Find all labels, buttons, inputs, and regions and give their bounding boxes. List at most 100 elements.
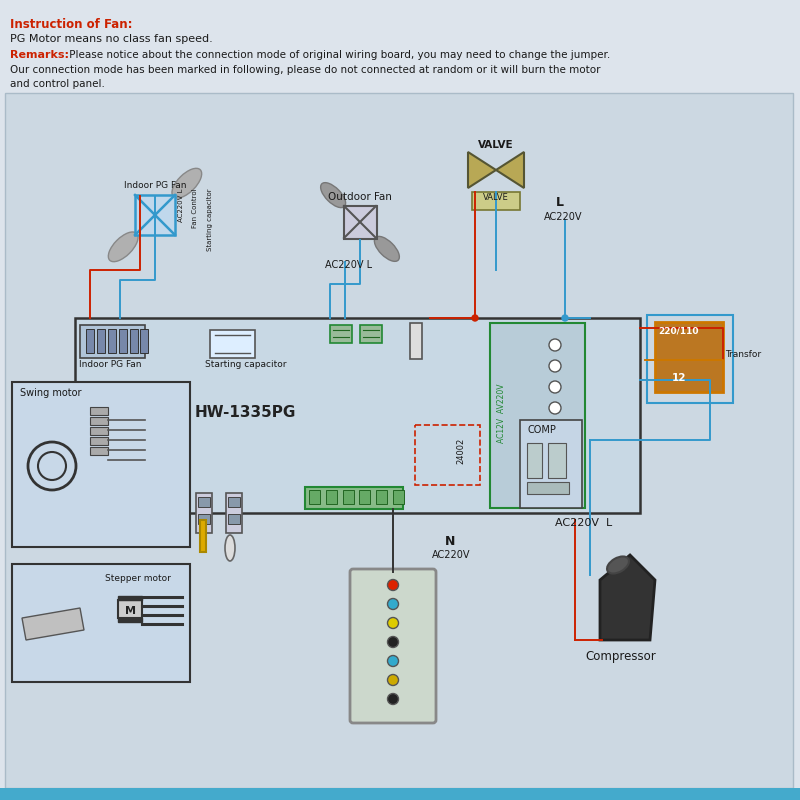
FancyBboxPatch shape	[12, 382, 190, 547]
Circle shape	[472, 315, 478, 321]
FancyBboxPatch shape	[80, 325, 145, 358]
Text: Stepper motor: Stepper motor	[105, 574, 171, 583]
Polygon shape	[600, 555, 655, 640]
FancyBboxPatch shape	[198, 514, 210, 524]
Polygon shape	[468, 152, 496, 188]
FancyBboxPatch shape	[342, 490, 354, 504]
Text: and control panel.: and control panel.	[10, 79, 105, 89]
FancyBboxPatch shape	[410, 323, 422, 359]
Text: Starting capacitor: Starting capacitor	[205, 360, 286, 369]
FancyBboxPatch shape	[118, 618, 142, 622]
Text: Compressor: Compressor	[585, 650, 656, 663]
Text: Indoor PG Fan: Indoor PG Fan	[79, 360, 142, 369]
FancyBboxPatch shape	[228, 514, 240, 524]
FancyBboxPatch shape	[5, 93, 793, 788]
Text: Instruction of Fan:: Instruction of Fan:	[10, 18, 133, 31]
FancyBboxPatch shape	[527, 482, 569, 494]
Text: COMP: COMP	[528, 425, 557, 435]
FancyBboxPatch shape	[344, 206, 377, 239]
FancyBboxPatch shape	[130, 329, 138, 353]
FancyBboxPatch shape	[228, 497, 240, 507]
Text: HW-1335PG: HW-1335PG	[195, 405, 296, 420]
Text: AC220V L: AC220V L	[325, 260, 372, 270]
Text: VALVE: VALVE	[478, 140, 514, 150]
Text: 24002: 24002	[456, 438, 465, 464]
Polygon shape	[22, 608, 84, 640]
Ellipse shape	[172, 168, 202, 198]
Text: Outdoor Fan: Outdoor Fan	[328, 192, 392, 202]
FancyBboxPatch shape	[200, 520, 206, 552]
Text: Please notice about the connection mode of original wiring board, you may need t: Please notice about the connection mode …	[66, 50, 610, 60]
FancyBboxPatch shape	[90, 407, 108, 415]
Text: AC220V L: AC220V L	[178, 188, 184, 222]
Circle shape	[387, 579, 398, 590]
FancyBboxPatch shape	[472, 192, 520, 210]
FancyBboxPatch shape	[90, 417, 108, 425]
Circle shape	[549, 360, 561, 372]
FancyBboxPatch shape	[330, 325, 352, 343]
FancyBboxPatch shape	[353, 572, 433, 720]
FancyBboxPatch shape	[75, 318, 640, 513]
FancyBboxPatch shape	[376, 490, 387, 504]
FancyBboxPatch shape	[360, 325, 382, 343]
Text: AC220V: AC220V	[544, 212, 582, 222]
Polygon shape	[496, 152, 524, 188]
FancyBboxPatch shape	[520, 420, 582, 508]
Circle shape	[549, 402, 561, 414]
Text: Indoor PG Fan: Indoor PG Fan	[124, 181, 186, 190]
Text: M: M	[125, 606, 135, 616]
FancyBboxPatch shape	[97, 329, 105, 353]
FancyBboxPatch shape	[118, 600, 142, 618]
Text: 220/110: 220/110	[658, 327, 698, 336]
FancyBboxPatch shape	[90, 427, 108, 435]
FancyBboxPatch shape	[140, 329, 148, 353]
FancyBboxPatch shape	[0, 788, 800, 800]
Ellipse shape	[225, 535, 235, 561]
FancyBboxPatch shape	[90, 447, 108, 455]
FancyBboxPatch shape	[86, 329, 94, 353]
Text: L: L	[556, 196, 564, 209]
Circle shape	[387, 655, 398, 666]
FancyBboxPatch shape	[198, 497, 210, 507]
Text: Remarks:: Remarks:	[10, 50, 69, 60]
FancyBboxPatch shape	[350, 569, 436, 723]
Circle shape	[387, 674, 398, 686]
FancyBboxPatch shape	[548, 443, 566, 478]
FancyBboxPatch shape	[119, 329, 127, 353]
FancyBboxPatch shape	[196, 493, 212, 533]
Text: Fan Control: Fan Control	[192, 188, 198, 228]
Text: Starting capacitor: Starting capacitor	[207, 188, 213, 250]
Text: Transfor: Transfor	[725, 350, 761, 359]
Circle shape	[387, 598, 398, 610]
FancyBboxPatch shape	[393, 490, 404, 504]
FancyBboxPatch shape	[210, 330, 255, 358]
Text: PG Motor means no class fan speed.: PG Motor means no class fan speed.	[10, 34, 213, 44]
FancyBboxPatch shape	[527, 443, 542, 478]
FancyBboxPatch shape	[226, 493, 242, 533]
Text: 12: 12	[672, 373, 686, 383]
FancyBboxPatch shape	[135, 195, 175, 235]
Ellipse shape	[607, 557, 629, 574]
Circle shape	[562, 315, 568, 321]
FancyBboxPatch shape	[90, 437, 108, 445]
Circle shape	[549, 339, 561, 351]
Text: AC220V: AC220V	[432, 550, 470, 560]
Circle shape	[549, 381, 561, 393]
FancyBboxPatch shape	[118, 596, 142, 600]
Circle shape	[387, 694, 398, 705]
Circle shape	[387, 618, 398, 629]
FancyBboxPatch shape	[359, 490, 370, 504]
Ellipse shape	[321, 182, 346, 208]
Text: VALVE: VALVE	[483, 193, 509, 202]
Text: N: N	[445, 535, 455, 548]
FancyBboxPatch shape	[326, 490, 337, 504]
FancyBboxPatch shape	[108, 329, 116, 353]
Circle shape	[387, 637, 398, 647]
Ellipse shape	[374, 236, 399, 262]
Text: Our connection mode has been marked in following, please do not connected at ran: Our connection mode has been marked in f…	[10, 65, 601, 75]
FancyBboxPatch shape	[309, 490, 320, 504]
FancyBboxPatch shape	[305, 487, 403, 509]
FancyBboxPatch shape	[12, 564, 190, 682]
Text: Swing motor: Swing motor	[20, 388, 82, 398]
Ellipse shape	[108, 232, 138, 262]
